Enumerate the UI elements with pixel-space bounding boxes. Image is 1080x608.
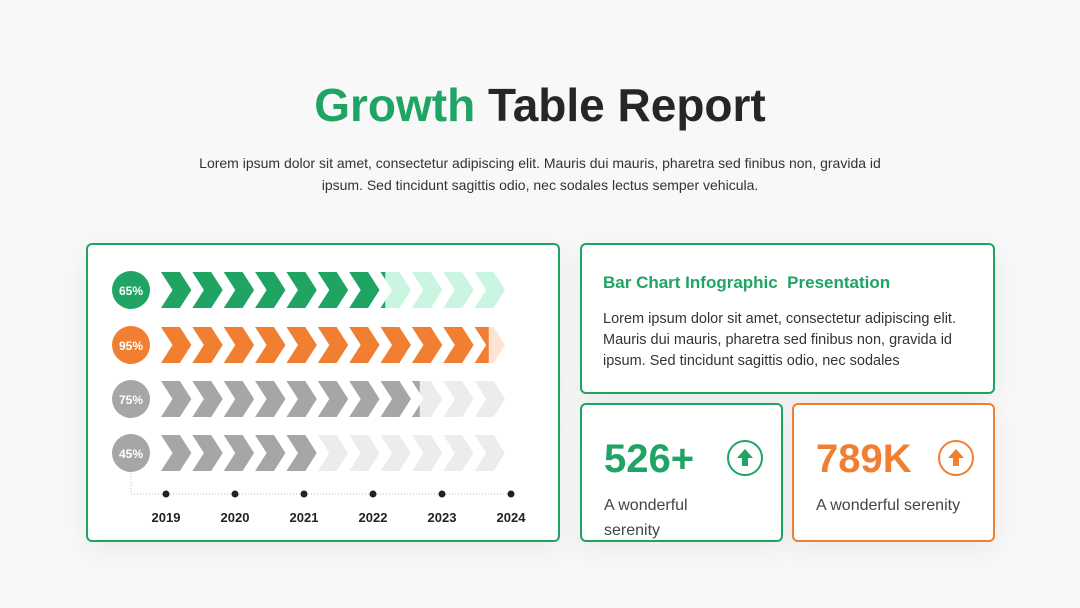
info-card: Bar Chart Infographic Presentation Lorem… [580,243,995,394]
year-dot [231,490,239,498]
stat-value: 789K [816,437,912,481]
value-label: 75% [119,393,143,407]
year-label: 2020 [221,510,250,525]
subtitle: Lorem ipsum dolor sit amet, consectetur … [199,155,881,193]
bar [161,272,386,308]
chart-card: 65% 95% 75% 45% 2019 2020 2021 2022 2023 2024 [86,243,560,542]
chart: 65% 95% 75% 45% 2019 2020 2021 2022 2023 2024 [112,271,527,525]
stat-value: 526+ [604,437,695,481]
title: Growth Table Report [0,78,1080,132]
value-label: 65% [119,284,143,298]
year-dot [300,490,308,498]
stat-label: A wonderful serenity [816,497,961,514]
bar [161,435,317,471]
badge [112,326,150,364]
stat-label: A wonderful serenity [604,497,688,539]
bar [161,381,420,417]
info-text: Lorem ipsum dolor sit amet, consectetur … [603,311,956,369]
year-label: 2023 [428,510,457,525]
year-dot [369,490,377,498]
bar [161,327,489,363]
title-rest: Table Report [488,79,766,131]
year-label: 2019 [152,510,181,525]
value-label: 45% [119,447,143,461]
badge [112,434,150,472]
year-label: 2024 [497,510,527,525]
title-accent: Growth [314,79,476,131]
year-label: 2022 [359,510,388,525]
year-dot [438,490,446,498]
year-label: 2021 [290,510,319,525]
year-dot [162,490,170,498]
badge [112,380,150,418]
value-label: 95% [119,339,143,353]
badge [112,271,150,309]
up-icon [938,440,974,476]
year-dot [507,490,515,498]
stat-card: 789K A wonderful serenity [792,403,995,542]
up-icon [727,440,763,476]
info-heading: Bar Chart Infographic Presentation [603,273,891,292]
stat-card: 526+ A wonderful serenity [580,403,783,542]
